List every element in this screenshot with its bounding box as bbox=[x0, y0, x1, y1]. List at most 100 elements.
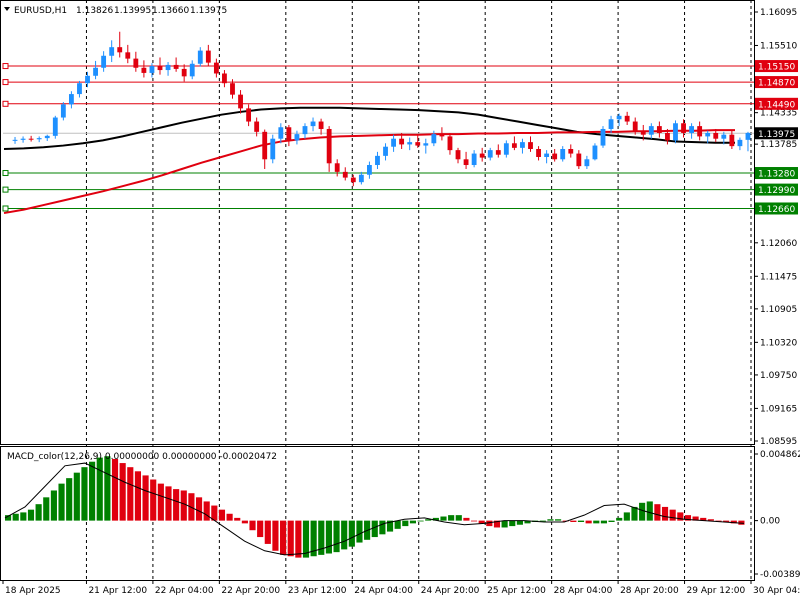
candle-body bbox=[487, 150, 493, 158]
candle-body bbox=[334, 163, 340, 172]
candle-body bbox=[560, 148, 566, 160]
macd-bar bbox=[440, 516, 447, 521]
macd-bar bbox=[66, 478, 73, 521]
time-label: 24 Apr 04:00 bbox=[354, 586, 413, 596]
candle-body bbox=[318, 121, 324, 129]
macd-tick-label: 0.00 bbox=[760, 517, 780, 527]
macd-bar bbox=[455, 515, 462, 521]
candle-body bbox=[511, 143, 517, 148]
price-tick-label: 1.13785 bbox=[760, 140, 797, 150]
macd-bar bbox=[516, 520, 523, 525]
macd-bar bbox=[241, 520, 248, 524]
macd-bar bbox=[486, 520, 493, 527]
candle-body bbox=[399, 138, 405, 145]
candle-body bbox=[689, 126, 695, 133]
macd-bar bbox=[616, 517, 623, 521]
macd-bar bbox=[195, 497, 203, 521]
level-marker bbox=[2, 205, 9, 212]
macd-bar bbox=[730, 520, 737, 524]
macd-bar bbox=[524, 520, 531, 524]
macd-bar bbox=[127, 467, 134, 521]
price-tick-label: 1.09165 bbox=[760, 404, 797, 414]
macd-tick-label: 0.0048622 bbox=[760, 450, 800, 460]
dropdown-triangle-icon[interactable] bbox=[4, 7, 10, 11]
moving-average-red bbox=[3, 129, 735, 215]
candle-body bbox=[439, 134, 445, 137]
macd-bar bbox=[432, 517, 439, 521]
macd-bar bbox=[577, 520, 585, 522]
candle-body bbox=[383, 146, 388, 156]
macd-bar bbox=[669, 509, 676, 521]
candle-body bbox=[222, 73, 227, 84]
macd-signal-line bbox=[4, 462, 745, 556]
candle-body bbox=[431, 134, 437, 144]
candle-body bbox=[197, 50, 203, 64]
level-label-box bbox=[755, 183, 798, 196]
candle-body bbox=[157, 66, 163, 71]
level-label: 1.13280 bbox=[758, 170, 795, 180]
macd-bar bbox=[50, 490, 57, 521]
candle-body bbox=[165, 64, 171, 71]
level-label-box bbox=[755, 60, 798, 73]
chart-header: EURUSD,H1 1.13826 1.13995 1.13660 1.1397… bbox=[4, 6, 227, 16]
candle-body bbox=[415, 142, 421, 146]
macd-bar bbox=[272, 520, 279, 551]
candle-body bbox=[36, 138, 42, 140]
time-label: 30 Apr 04:00 bbox=[753, 586, 800, 596]
candle-body bbox=[495, 150, 501, 155]
candle-body bbox=[254, 121, 260, 132]
macd-bar bbox=[623, 512, 630, 521]
candles bbox=[12, 31, 751, 187]
price-tick-label: 1.15510 bbox=[760, 41, 797, 51]
macd-bar bbox=[73, 472, 80, 521]
high-value: 1.13995 bbox=[114, 6, 151, 16]
candle-body bbox=[246, 108, 252, 122]
price-tick-label: 1.12060 bbox=[760, 239, 797, 249]
candle-body bbox=[681, 123, 686, 133]
macd-bar bbox=[570, 520, 577, 522]
time-label: 29 Apr 12:00 bbox=[687, 586, 746, 596]
candle-body bbox=[20, 138, 26, 140]
macd-bar bbox=[249, 520, 256, 531]
last-price-label: 1.13975 bbox=[758, 130, 795, 140]
macd-bar bbox=[348, 520, 355, 547]
macd-bar bbox=[723, 520, 730, 522]
macd-bar bbox=[379, 520, 386, 535]
macd-bar bbox=[257, 520, 264, 538]
macd-bar bbox=[707, 519, 714, 521]
macd-bar bbox=[287, 520, 294, 557]
price-levels bbox=[2, 63, 754, 212]
level-marker bbox=[2, 79, 9, 86]
candle-body bbox=[407, 142, 413, 145]
candle-body bbox=[294, 134, 300, 141]
macd-tick-label: -0.0038956 bbox=[760, 570, 800, 580]
macd-bar bbox=[157, 483, 164, 521]
last-price-box bbox=[755, 127, 798, 140]
macd-bar bbox=[409, 520, 417, 524]
open-value: 1.13826 bbox=[76, 6, 113, 16]
macd-bar bbox=[493, 520, 501, 528]
macd-bar bbox=[646, 501, 653, 521]
macd-bar bbox=[295, 520, 302, 558]
level-label: 1.15150 bbox=[758, 63, 795, 73]
candle-body bbox=[447, 136, 453, 151]
candle-body bbox=[503, 143, 509, 155]
level-label: 1.12660 bbox=[758, 205, 795, 215]
macd-bar bbox=[234, 517, 241, 521]
candle-body bbox=[101, 55, 107, 68]
level-label: 1.14490 bbox=[758, 100, 795, 110]
time-label: 18 Apr 2025 bbox=[5, 586, 61, 596]
macd-bar bbox=[43, 497, 50, 521]
candle-body bbox=[536, 148, 541, 158]
candle-body bbox=[737, 139, 743, 147]
candle-body bbox=[68, 94, 74, 105]
candle-body bbox=[12, 139, 18, 141]
candle-body bbox=[85, 75, 90, 84]
candle-body bbox=[44, 135, 50, 139]
candle-body bbox=[367, 165, 372, 175]
macd-bar bbox=[5, 515, 12, 521]
macd-bar bbox=[211, 505, 218, 521]
candle-body bbox=[278, 127, 284, 139]
candle-body bbox=[455, 150, 461, 160]
